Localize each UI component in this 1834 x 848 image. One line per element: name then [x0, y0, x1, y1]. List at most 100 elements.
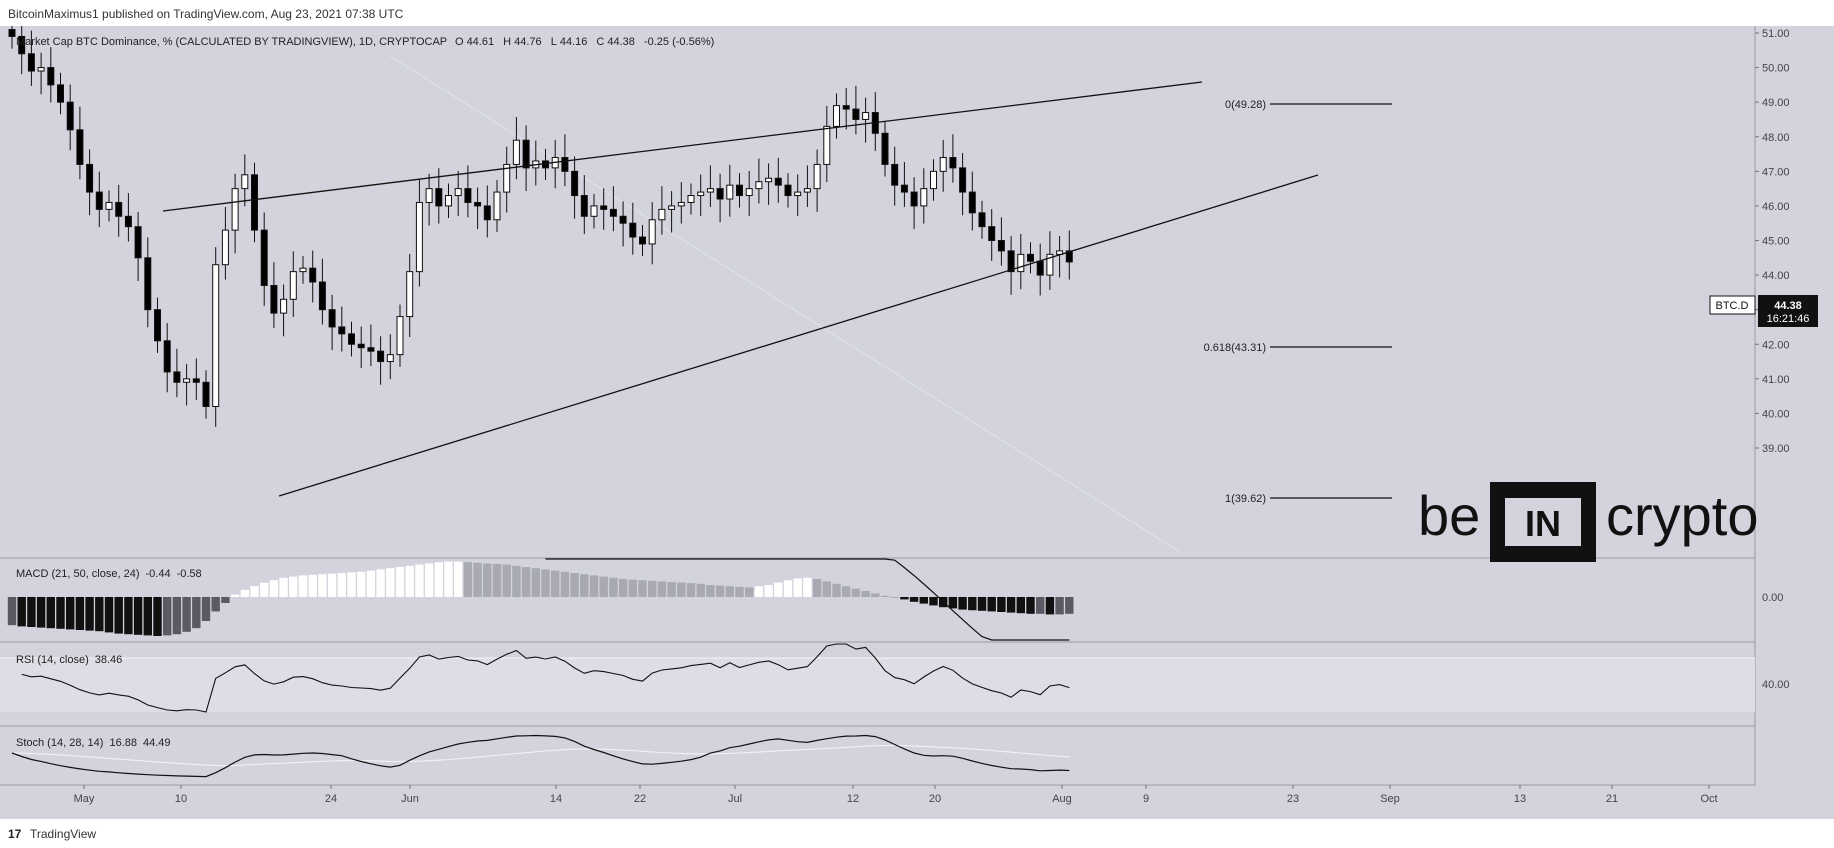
publish-info: BitcoinMaximus1 published on TradingView…: [8, 7, 404, 21]
time-tick-label: Oct: [1700, 793, 1717, 805]
candle-body: [251, 174, 258, 231]
stoch-d-line: [11, 744, 1070, 767]
candle-body: [76, 129, 84, 165]
macd-bar: [1026, 597, 1035, 614]
candle-body: [27, 53, 35, 72]
time-tick-label: May: [74, 793, 95, 805]
candle-body: [134, 226, 142, 259]
candle-body: [522, 139, 530, 169]
candle-body: [37, 67, 45, 72]
candle-body: [18, 35, 26, 55]
candle-body: [260, 229, 268, 286]
macd-bar: [929, 597, 938, 606]
price-tick-label: 51.00: [1762, 28, 1790, 40]
macd-bar: [842, 586, 851, 597]
price-tick-label: 50.00: [1762, 63, 1790, 75]
faint-trend-line: [389, 55, 1181, 553]
macd-bar: [880, 595, 890, 597]
candle-body: [1046, 253, 1054, 276]
macd-bar: [298, 575, 308, 597]
price-tick-label: 39.00: [1762, 443, 1790, 455]
candle-body: [289, 271, 297, 300]
logo-inner: [1505, 498, 1581, 546]
candle-body: [328, 309, 336, 328]
macd-bar: [327, 573, 337, 597]
candle-body: [425, 188, 433, 203]
candle-body: [396, 316, 404, 356]
price-tick-label: 40.00: [1762, 408, 1790, 420]
candle-body: [736, 184, 743, 197]
time-tick-label: 23: [1287, 793, 1299, 805]
candle-body: [464, 188, 472, 203]
macd-bar: [803, 577, 812, 597]
candle-body: [474, 201, 482, 207]
candle-body: [833, 105, 840, 127]
symbol-tag: [1709, 295, 1756, 315]
time-tick-label: Aug: [1052, 793, 1072, 805]
candle-body: [774, 177, 782, 186]
legend-ohlc: O 44.61 H 44.76 L 44.16 C 44.38 -0.25 (-0.56…: [455, 36, 714, 48]
macd-bar: [250, 586, 259, 597]
macd-bar: [667, 582, 676, 597]
time-tick-label: 9: [1143, 793, 1149, 805]
macd-bar: [201, 597, 211, 621]
macd-bar: [395, 567, 405, 597]
candle-body: [221, 229, 229, 266]
candle-body: [813, 163, 821, 190]
time-tick-label: 20: [929, 793, 941, 805]
macd-bar: [27, 597, 36, 627]
rsi-label: RSI (14, close) 38.46: [16, 654, 122, 666]
time-tick-label: Sep: [1380, 793, 1400, 805]
chart-svg[interactable]: 0(49.28) 0.618(43.31) 1(39.62) Market Ca…: [0, 17, 1834, 819]
logo-in: IN: [1525, 503, 1561, 544]
macd-bar: [182, 597, 191, 632]
macd-bar: [512, 565, 521, 597]
macd-bar: [677, 582, 686, 597]
macd-bar: [851, 588, 861, 597]
candle-body: [891, 163, 899, 186]
candle-body: [512, 139, 520, 165]
candle-body: [338, 326, 346, 335]
time-tick-label: 24: [325, 793, 337, 805]
macd-bar: [618, 579, 628, 597]
macd-bar: [172, 597, 182, 635]
macd-bar: [483, 563, 492, 597]
chart-area[interactable]: 0(49.28) 0.618(43.31) 1(39.62) Market Ca…: [0, 17, 1834, 819]
candle-body: [1007, 250, 1015, 273]
macd-line: [545, 558, 1070, 641]
macd-bar: [919, 597, 928, 604]
price-tick-label: 49.00: [1762, 97, 1790, 109]
macd-bar: [473, 562, 482, 597]
candle-body: [668, 205, 676, 210]
macd-bar: [192, 597, 201, 629]
macd-bar: [1065, 597, 1074, 614]
macd-bar: [36, 597, 46, 628]
macd-bar: [240, 589, 249, 597]
fib-label-0: 0(49.28): [1225, 99, 1266, 111]
macd-bar: [977, 597, 987, 611]
price-tick-label: 45.00: [1762, 236, 1790, 248]
macd-bar: [211, 597, 220, 612]
candle-body: [202, 381, 210, 407]
symbol-title: Market Cap BTC Dominance, % (CALCULATED …: [16, 36, 447, 48]
time-tick-label: 12: [847, 793, 859, 805]
macd-bar: [715, 585, 725, 597]
macd-bar: [531, 568, 540, 597]
tradingview-brand: TradingView: [30, 827, 97, 841]
rsi-axis-value: 40.00: [1762, 679, 1790, 691]
macd-bar: [415, 564, 424, 597]
candle-body: [1065, 250, 1073, 263]
macd-bar: [958, 597, 967, 610]
stoch-label: Stoch (14, 28, 14) 16.88 44.49: [16, 737, 171, 749]
candle-body: [687, 195, 695, 203]
rsi-band: [0, 658, 1755, 712]
macd-bar: [754, 586, 764, 597]
candle-body: [658, 208, 666, 221]
candle-body: [1036, 260, 1044, 276]
macd-bar: [260, 582, 269, 597]
macd-bar: [1016, 597, 1025, 614]
macd-bar: [890, 597, 899, 598]
macd-bar: [279, 577, 288, 597]
macd-bar: [1036, 597, 1045, 614]
macd-bar: [861, 591, 870, 597]
